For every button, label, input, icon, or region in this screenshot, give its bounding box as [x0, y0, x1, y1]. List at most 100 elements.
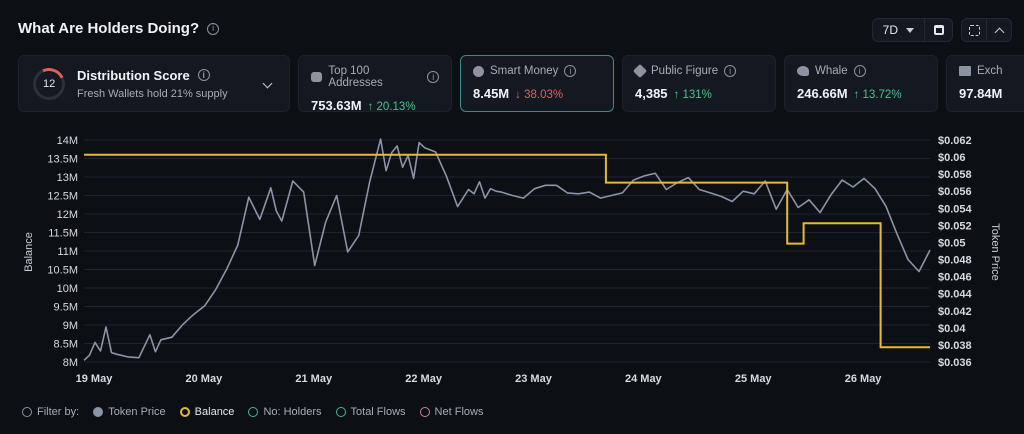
chart-controls: 7D [871, 18, 1012, 42]
legend-label: Net Flows [434, 406, 484, 418]
y-right-tick-label: $0.05 [938, 237, 966, 249]
y-left-tick-label: 9.5M [54, 302, 78, 314]
star-icon [632, 63, 648, 79]
y-left-tick-label: 14M [57, 135, 78, 147]
info-icon[interactable]: i [853, 65, 866, 77]
y-right-tick-label: $0.04 [938, 323, 966, 335]
expand-button[interactable] [962, 19, 986, 41]
filter-icon [22, 407, 32, 417]
x-tick-label: 25 May [735, 373, 773, 385]
metric-label-row: Exch [959, 65, 1024, 77]
metric-card-public-figure[interactable]: Public Figure i 4,385 ↑ 131% [622, 55, 776, 112]
x-tick-label: 19 May [76, 373, 114, 385]
metric-label: Whale [815, 65, 848, 77]
y-axis-left: 8M 8.5M 9M 9.5M 10M 10.5M 11M 11.5M 12M 12.5M 13M 1… [47, 135, 78, 369]
brain-icon [473, 65, 484, 77]
x-tick-label: 24 May [625, 373, 663, 385]
filter-label: Filter by: [37, 406, 80, 418]
metric-card-smart-money[interactable]: Smart Money i 8.45M ↓ 38.03% [460, 55, 614, 112]
total-flows-dot-icon [335, 407, 346, 417]
y-left-tick-label: 8.5M [54, 339, 78, 351]
metric-value-row: 8.45M ↓ 38.03% [473, 86, 601, 101]
y-left-tick-label: 9M [63, 320, 78, 332]
distribution-text: Distribution Score i Fresh Wallets hold 2… [77, 68, 228, 100]
info-icon[interactable]: i [207, 22, 220, 35]
metric-value-row: 753.63M ↑ 20.13% [311, 98, 439, 112]
legend-item-holders[interactable]: No: Holders [248, 406, 322, 418]
y-right-tick-label: $0.052 [938, 220, 972, 232]
info-icon[interactable]: i [564, 65, 577, 77]
y-right-tick-label: $0.06 [938, 152, 966, 164]
y-right-tick-label: $0.056 [938, 186, 972, 198]
y-left-tick-label: 11M [57, 246, 78, 258]
metric-label: Public Figure [651, 65, 719, 77]
info-icon[interactable]: i [197, 69, 210, 81]
metric-label-row: Public Figure i [632, 63, 763, 79]
calendar-icon [933, 25, 944, 35]
metric-value: 8.45M [473, 86, 510, 101]
period-group: 7D [871, 18, 953, 42]
widget-header: What Are Holders Doing? i [18, 20, 220, 37]
collapse-button[interactable] [987, 19, 1011, 41]
chevron-down-icon[interactable] [262, 78, 273, 89]
metric-label-row: Smart Money i [473, 65, 601, 77]
metric-value: 753.63M [311, 98, 362, 112]
metric-card-top100[interactable]: Top 100 Addresses i 753.63M ↑ 20.13% [298, 55, 452, 112]
legend-label: Token Price [108, 406, 166, 418]
metric-value: 4,385 [635, 86, 668, 101]
metric-label: Exch [977, 65, 1003, 77]
distribution-subtitle: Fresh Wallets hold 21% supply [77, 87, 228, 100]
metric-value: 246.66M [797, 86, 848, 101]
distribution-title: Distribution Score [77, 67, 190, 83]
chart-series [83, 138, 931, 361]
y-left-tick-label: 8M [63, 357, 78, 369]
info-icon[interactable]: i [724, 65, 737, 77]
y-axis-right: $0.036 $0.038 $0.04 $0.042 $0.044 $0.046 $0.04… [938, 135, 973, 369]
token-price-dot-icon [93, 407, 104, 417]
metric-label: Smart Money [490, 65, 559, 77]
expand-icon [968, 24, 980, 36]
holders-chart[interactable]: 8M 8.5M 9M 9.5M 10M 10.5M 11M 11.5M 12M 12.5M 13M 1… [0, 122, 1024, 392]
legend-label: Balance [194, 406, 235, 418]
metric-card-exchange[interactable]: Exch 97.84M [946, 55, 1024, 112]
metric-value-row: 4,385 ↑ 131% [635, 86, 763, 101]
period-dropdown[interactable]: 7D [873, 23, 924, 37]
y-left-tick-label: 13.5M [47, 154, 78, 166]
chart-grid [84, 139, 930, 363]
y-right-tick-label: $0.058 [938, 169, 972, 181]
y-right-tick-label: $0.054 [938, 203, 973, 215]
y-right-tick-label: $0.044 [938, 289, 973, 301]
metric-change: ↓ 38.03% [515, 89, 564, 101]
calendar-button[interactable] [924, 19, 952, 41]
y-left-tick-label: 11.5M [48, 228, 78, 240]
filter-label-group: Filter by: [22, 406, 79, 418]
score-ring: 12 [28, 62, 70, 105]
legend-item-balance[interactable]: Balance [179, 406, 235, 418]
legend-label: Total Flows [350, 406, 406, 418]
score-value: 12 [42, 77, 56, 90]
y-right-tick-label: $0.038 [938, 340, 972, 352]
legend-item-net-flows[interactable]: Net Flows [419, 406, 484, 418]
legend-item-total-flows[interactable]: Total Flows [335, 406, 406, 418]
metric-change: ↑ 13.72% [853, 89, 902, 101]
y-axis-left-title: Balance [23, 232, 35, 272]
net-flows-dot-icon [419, 407, 430, 417]
metric-card-whale[interactable]: Whale i 246.66M ↑ 13.72% [784, 55, 938, 112]
x-tick-label: 23 May [515, 373, 553, 385]
y-left-tick-label: 10M [57, 283, 78, 295]
caret-down-icon [906, 27, 914, 33]
distribution-score-card[interactable]: 12 Distribution Score i Fresh Wallets hol… [18, 55, 290, 112]
metric-label-row: Top 100 Addresses i [311, 65, 439, 89]
legend-item-token-price[interactable]: Token Price [93, 406, 166, 418]
chevron-up-icon [994, 27, 1004, 37]
y-right-tick-label: $0.048 [938, 255, 972, 267]
view-group [961, 18, 1012, 42]
metric-value-row: 97.84M [959, 86, 1024, 101]
x-tick-label: 21 May [295, 373, 333, 385]
balance-line [84, 153, 930, 349]
y-right-tick-label: $0.036 [938, 357, 972, 369]
legend-label: No: Holders [263, 406, 322, 418]
token-price-line [83, 138, 931, 361]
info-icon[interactable]: i [427, 71, 439, 83]
y-axis-right-title: Token Price [989, 223, 1001, 280]
